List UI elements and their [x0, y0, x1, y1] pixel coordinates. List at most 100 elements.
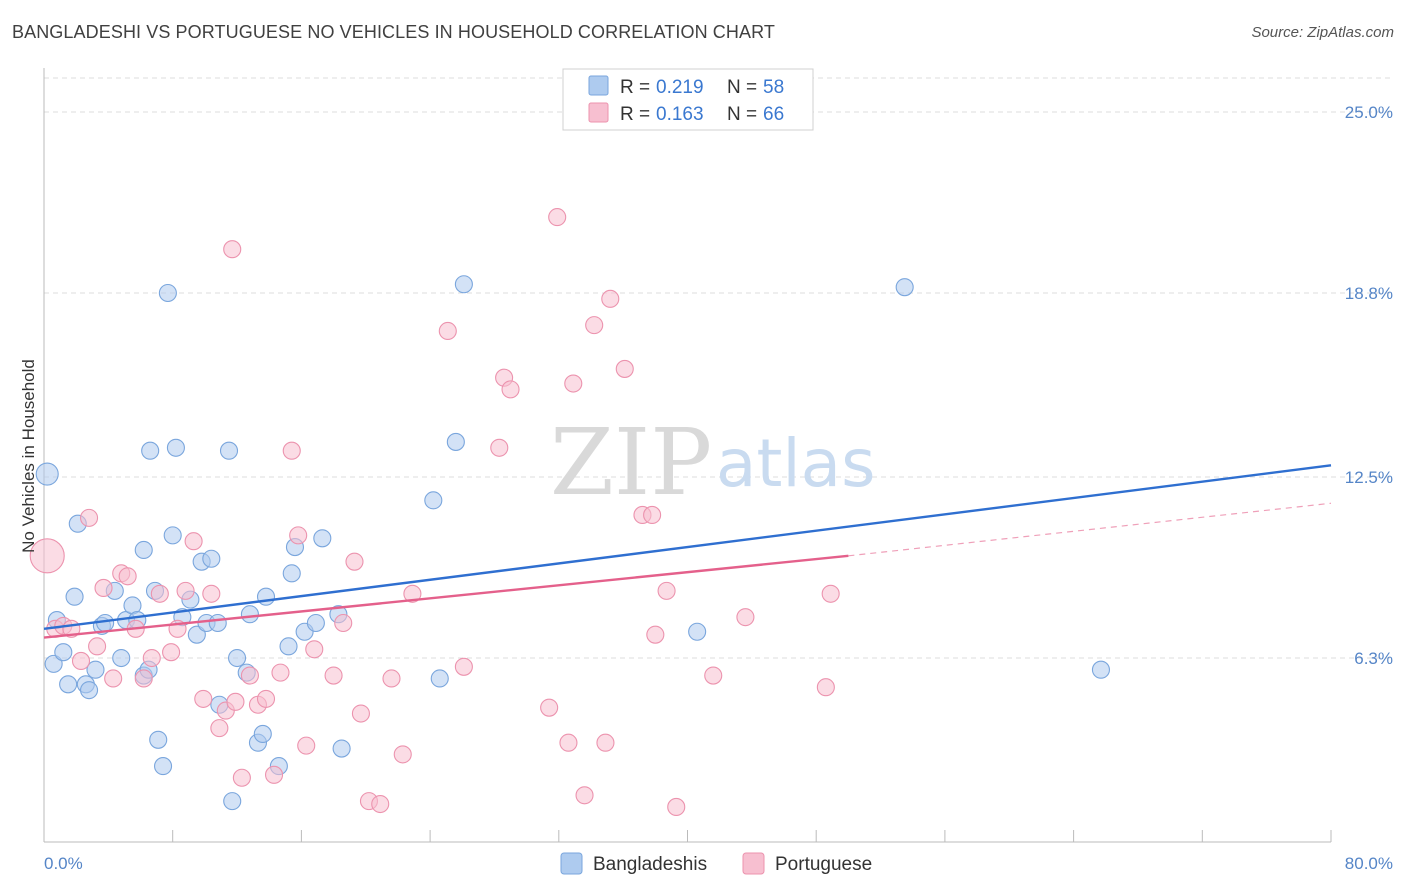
portuguese-point [271, 663, 290, 682]
legend-r-label-blue: R = [620, 77, 650, 98]
gridlines [44, 77, 1393, 659]
portuguese-point [667, 797, 686, 817]
bangladeshis-point [1091, 660, 1110, 679]
bangladeshis-point [166, 438, 185, 457]
portuguese-point [282, 441, 301, 460]
portuguese-point [210, 719, 229, 738]
bangladeshis-point [454, 275, 473, 294]
bangladeshis-point [65, 587, 84, 606]
portuguese-point [643, 505, 662, 524]
y-tick-label: 18.8% [1345, 284, 1393, 303]
portuguese-point [289, 526, 308, 545]
bangladeshis-point [141, 441, 160, 460]
portuguese-point [345, 552, 364, 571]
portuguese-point [305, 640, 324, 659]
portuguese-point [94, 578, 113, 597]
bangladeshis-point [158, 283, 177, 303]
bangladeshis-point [446, 432, 465, 451]
y-tick-labels: 6.3% 12.5% 18.8% 25.0% [1345, 103, 1393, 668]
legend-n-value-blue: 58 [763, 77, 784, 98]
portuguese-point [615, 359, 634, 378]
portuguese-point [736, 608, 755, 627]
legend-n-label-pink: N = [727, 104, 757, 125]
portuguese-point [324, 666, 343, 685]
portuguese-point [118, 567, 137, 586]
bangladeshis-point [253, 724, 272, 744]
portuguese-point [223, 240, 242, 259]
y-tick-label: 12.5% [1345, 468, 1393, 487]
bangladeshis-point [219, 441, 239, 460]
portuguese-point [454, 657, 473, 676]
portuguese-points [29, 208, 840, 817]
y-tick-label: 25.0% [1345, 103, 1393, 122]
bangladeshis-point [282, 564, 301, 583]
source-label: Source: ZipAtlas.com [1251, 24, 1394, 41]
correlation-legend: R = 0.219 N = 58 R = 0.163 N = 66 [562, 68, 814, 131]
x-tick-label-min: 0.0% [44, 854, 83, 873]
bangladeshis-point [306, 613, 325, 633]
bangladeshis-point [44, 654, 63, 673]
bangladeshis-point [153, 757, 173, 776]
watermark-atlas: atlas [716, 425, 876, 502]
axes [43, 68, 1332, 843]
portuguese-point [202, 584, 221, 603]
bangladeshis-point [112, 648, 131, 668]
legend-n-value-pink: 66 [763, 104, 784, 125]
portuguese-point [351, 704, 370, 723]
portuguese-point [540, 698, 559, 717]
portuguese-point [194, 689, 213, 708]
portuguese-point [575, 786, 594, 805]
legend-r-value-blue: 0.219 [656, 77, 704, 98]
portuguese-trend-extension [848, 502, 1332, 557]
portuguese-point [79, 508, 99, 527]
bottom-legend-swatch-portuguese [742, 852, 765, 875]
chart-title: BANGLADESHI VS PORTUGUESE NO VEHICLES IN… [12, 22, 775, 42]
portuguese-point [256, 689, 276, 708]
portuguese-point [821, 584, 840, 603]
portuguese-point [393, 745, 412, 764]
bangladeshis-trend-line [43, 464, 1332, 631]
portuguese-point [184, 532, 203, 551]
bangladeshis-points [35, 275, 1110, 811]
bangladeshis-point [228, 648, 247, 668]
portuguese-point [585, 316, 604, 335]
legend-r-label-pink: R = [620, 104, 650, 125]
portuguese-point [596, 733, 615, 752]
portuguese-point [29, 538, 65, 574]
portuguese-point [142, 648, 161, 668]
portuguese-point [371, 794, 390, 814]
bangladeshis-point [430, 669, 449, 688]
bangladeshis-point [240, 605, 259, 624]
portuguese-point [88, 637, 107, 656]
portuguese-point [334, 613, 353, 633]
portuguese-trend-line [43, 554, 849, 639]
bangladeshis-point [688, 622, 707, 641]
portuguese-point [816, 678, 835, 697]
watermark: ZIP atlas [550, 409, 876, 516]
portuguese-point [646, 625, 665, 644]
portuguese-point [548, 208, 567, 227]
portuguese-point [162, 643, 181, 662]
portuguese-point [559, 733, 578, 752]
portuguese-point [382, 669, 401, 688]
bangladeshis-point [895, 278, 914, 297]
bangladeshis-point [79, 681, 99, 700]
bangladeshis-point [256, 587, 276, 606]
portuguese-point [403, 584, 422, 603]
series-legend: Bangladeshis Portuguese [560, 852, 872, 875]
bangladeshis-point [134, 540, 153, 560]
bangladeshis-point [86, 660, 105, 679]
bangladeshis-point [223, 792, 242, 811]
portuguese-point [134, 669, 153, 688]
bangladeshis-point [279, 637, 298, 656]
portuguese-point [657, 581, 676, 600]
portuguese-point [490, 438, 509, 457]
bangladeshis-point [313, 529, 332, 548]
portuguese-point [240, 666, 259, 685]
portuguese-point [297, 736, 316, 755]
legend-swatch-pink [588, 102, 609, 123]
y-axis-title: No Vehicles in Household [19, 359, 38, 553]
portuguese-point [176, 581, 195, 600]
bangladeshis-point [54, 643, 73, 662]
